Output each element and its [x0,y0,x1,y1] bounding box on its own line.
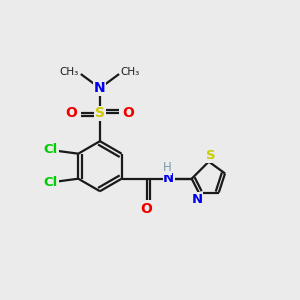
Text: CH₃: CH₃ [121,67,140,77]
Text: O: O [141,202,153,216]
Text: S: S [95,106,105,120]
Text: O: O [123,106,134,120]
Text: N: N [94,81,106,95]
Text: N: N [163,172,174,185]
Text: S: S [206,149,216,162]
Text: CH₃: CH₃ [60,67,79,77]
Text: O: O [65,106,77,120]
Text: H: H [163,161,172,174]
Text: N: N [192,193,203,206]
Text: Cl: Cl [44,143,58,156]
Text: Cl: Cl [44,176,58,189]
